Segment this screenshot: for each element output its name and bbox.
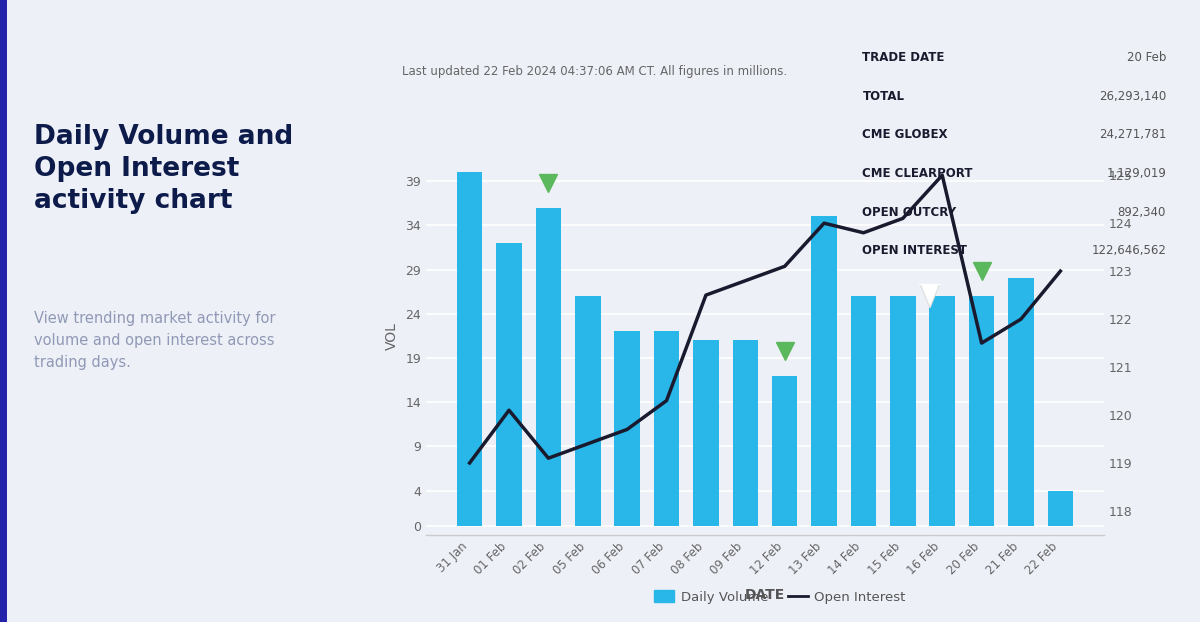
Legend: Daily Volume, Open Interest: Daily Volume, Open Interest xyxy=(649,585,911,609)
Polygon shape xyxy=(920,284,940,308)
Bar xyxy=(614,332,640,526)
Bar xyxy=(535,208,562,526)
Text: 122,646,562: 122,646,562 xyxy=(1091,244,1166,258)
Bar xyxy=(732,340,758,526)
Text: 24,271,781: 24,271,781 xyxy=(1099,128,1166,141)
Bar xyxy=(968,296,995,526)
Text: Last updated 22 Feb 2024 04:37:06 AM CT. All figures in millions.: Last updated 22 Feb 2024 04:37:06 AM CT.… xyxy=(402,65,787,78)
Bar xyxy=(575,296,600,526)
Bar xyxy=(497,243,522,526)
Bar xyxy=(811,216,836,526)
Text: TOTAL: TOTAL xyxy=(863,90,905,103)
Y-axis label: VOL: VOL xyxy=(384,322,398,350)
Text: 26,293,140: 26,293,140 xyxy=(1099,90,1166,103)
Text: 1,129,019: 1,129,019 xyxy=(1106,167,1166,180)
Bar xyxy=(851,296,876,526)
Bar xyxy=(890,296,916,526)
Text: CME GLOBEX: CME GLOBEX xyxy=(863,128,948,141)
Bar xyxy=(1048,491,1073,526)
Text: 20 Feb: 20 Feb xyxy=(1127,51,1166,64)
Bar xyxy=(930,296,955,526)
FancyBboxPatch shape xyxy=(0,0,7,622)
Text: TRADE DATE: TRADE DATE xyxy=(863,51,944,64)
Text: OPEN INTEREST: OPEN INTEREST xyxy=(863,244,967,258)
Bar xyxy=(772,376,798,526)
Text: 892,340: 892,340 xyxy=(1117,206,1166,219)
Text: View trending market activity for
volume and open interest across
trading days.: View trending market activity for volume… xyxy=(34,311,276,370)
Bar xyxy=(694,340,719,526)
Text: Daily Volume and
Open Interest
activity chart: Daily Volume and Open Interest activity … xyxy=(34,124,293,215)
Text: CME CLEARPORT: CME CLEARPORT xyxy=(863,167,973,180)
Bar xyxy=(457,172,482,526)
Bar xyxy=(1008,279,1033,526)
Text: OPEN OUTCRY: OPEN OUTCRY xyxy=(863,206,956,219)
Polygon shape xyxy=(919,283,941,285)
Bar xyxy=(654,332,679,526)
X-axis label: DATE: DATE xyxy=(745,588,785,602)
